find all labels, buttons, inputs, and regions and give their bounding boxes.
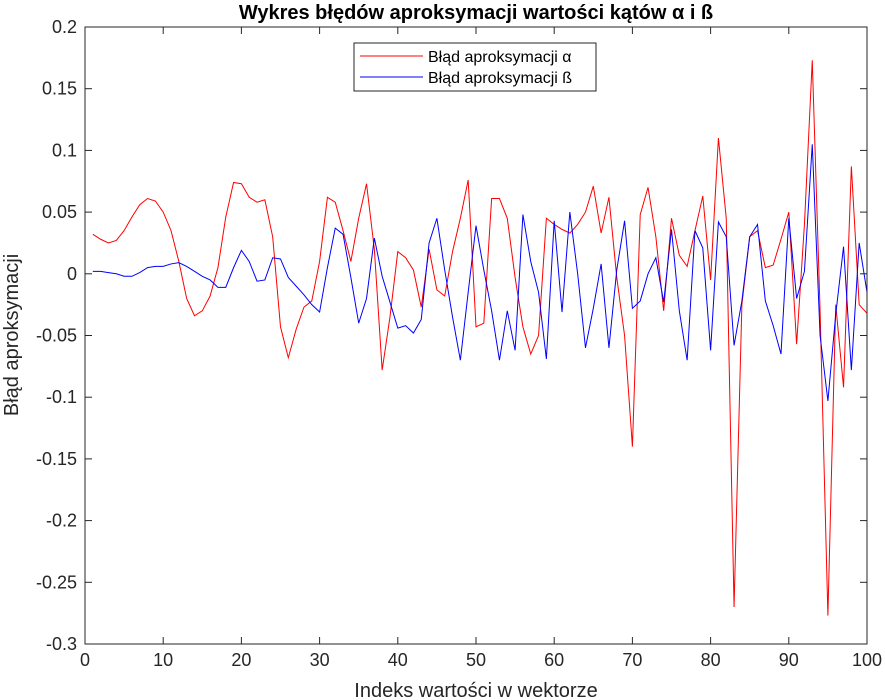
x-tick-label: 20 bbox=[231, 650, 251, 670]
y-tick-label: -0.2 bbox=[46, 511, 77, 531]
ticks-layer bbox=[84, 26, 868, 645]
x-tick-label: 60 bbox=[544, 650, 564, 670]
legend: Błąd aproksymacji α Błąd aproksymacji ß bbox=[353, 42, 597, 92]
chart-title: Wykres błędów aproksymacji wartości kątó… bbox=[239, 2, 713, 24]
y-tick-label: 0 bbox=[67, 264, 77, 284]
series-layer bbox=[92, 60, 868, 616]
series-line-beta bbox=[92, 144, 868, 401]
legend-label-alpha: Błąd aproksymacji α bbox=[428, 49, 572, 66]
x-tick-label: 0 bbox=[80, 650, 90, 670]
y-tick-label: -0.15 bbox=[36, 449, 77, 469]
tick-labels-layer: 0 10 20 30 40 50 60 70 80 90 1000.20.150.10.050-0.… bbox=[36, 17, 882, 670]
y-tick-label: 0.1 bbox=[52, 140, 77, 160]
x-tick-label: 50 bbox=[466, 650, 486, 670]
x-tick-label: 10 bbox=[153, 650, 173, 670]
y-axis-title: Błąd aproksymacji bbox=[1, 254, 23, 416]
y-tick-label: 0.05 bbox=[42, 202, 77, 222]
y-tick-label: -0.1 bbox=[46, 387, 77, 407]
legend-label-beta: Błąd aproksymacji ß bbox=[428, 70, 572, 87]
x-tick-label: 40 bbox=[388, 650, 408, 670]
x-tick-label: 90 bbox=[779, 650, 799, 670]
y-tick-label: -0.05 bbox=[36, 326, 77, 346]
y-tick-label: 0.15 bbox=[42, 79, 77, 99]
x-tick-label: 30 bbox=[310, 650, 330, 670]
y-tick-label: 0.2 bbox=[52, 17, 77, 37]
x-tick-label: 80 bbox=[701, 650, 721, 670]
y-tick-label: -0.3 bbox=[46, 634, 77, 654]
legend-box bbox=[353, 42, 597, 92]
plot-area bbox=[85, 27, 867, 644]
x-axis-title: Indeks wartości w wektorze bbox=[354, 680, 597, 700]
series-line-alpha bbox=[92, 60, 868, 616]
x-tick-label: 70 bbox=[622, 650, 642, 670]
y-tick-label: -0.25 bbox=[36, 572, 77, 592]
x-tick-label: 100 bbox=[852, 650, 882, 670]
